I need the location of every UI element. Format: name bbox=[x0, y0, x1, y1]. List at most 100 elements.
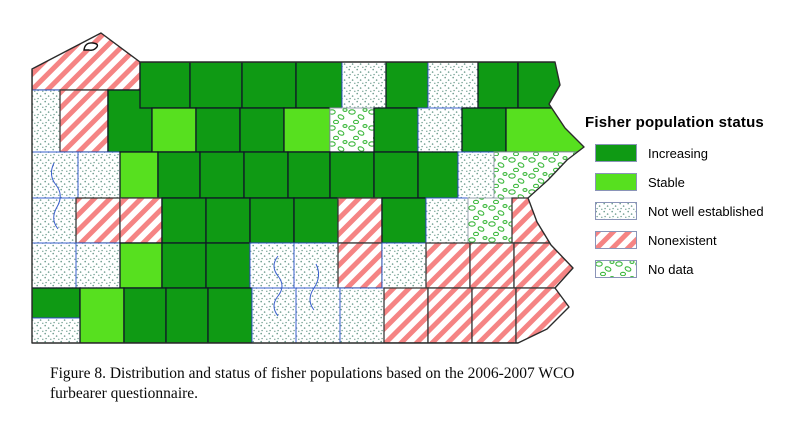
county-I bbox=[517, 61, 584, 109]
legend-item: Increasing bbox=[595, 144, 795, 162]
county-I bbox=[249, 197, 295, 244]
county-X bbox=[427, 287, 473, 343]
county-I bbox=[239, 107, 285, 153]
county-I bbox=[161, 242, 207, 289]
county-N bbox=[427, 61, 479, 109]
county-N bbox=[457, 151, 495, 199]
county-X bbox=[471, 287, 517, 343]
legend: Fisher population status Increasing Stabl… bbox=[585, 114, 795, 278]
county-N bbox=[381, 242, 427, 289]
county-N bbox=[249, 242, 295, 289]
presque-isle-hook bbox=[83, 42, 99, 51]
county-S bbox=[79, 287, 125, 343]
river-line bbox=[50, 162, 61, 230]
county-I bbox=[385, 61, 429, 109]
legend-swatch-I bbox=[595, 144, 637, 162]
legend-swatch-fill bbox=[595, 260, 637, 278]
river-line bbox=[273, 255, 283, 317]
legend-item-label: Nonexistent bbox=[648, 232, 717, 248]
county-I bbox=[293, 197, 339, 244]
county-S bbox=[151, 107, 197, 153]
legend-title: Fisher population status bbox=[585, 114, 764, 131]
county-N bbox=[32, 151, 79, 199]
pennsylvania-county-status-map bbox=[31, 32, 585, 344]
county-I bbox=[373, 107, 419, 153]
county-I bbox=[241, 61, 297, 109]
county-N bbox=[417, 107, 463, 153]
county-N bbox=[32, 242, 77, 289]
legend-swatch-D bbox=[595, 260, 637, 278]
county-I bbox=[157, 151, 201, 199]
river-line bbox=[309, 263, 320, 311]
county-N bbox=[251, 287, 297, 343]
county-I bbox=[139, 61, 191, 109]
county-S bbox=[505, 107, 584, 153]
county-I bbox=[189, 61, 243, 109]
county-I bbox=[243, 151, 289, 199]
county-D bbox=[329, 107, 375, 153]
county-N bbox=[77, 151, 121, 199]
legend-swatch-fill bbox=[595, 231, 637, 249]
river-lines bbox=[50, 162, 320, 317]
county-X bbox=[119, 197, 163, 244]
county-D bbox=[493, 151, 584, 199]
county-N bbox=[293, 242, 339, 289]
county-N bbox=[32, 89, 61, 153]
county-I bbox=[205, 197, 251, 244]
legend-item-label: Increasing bbox=[648, 145, 708, 161]
county-I bbox=[295, 61, 343, 109]
legend-swatch-fill bbox=[595, 173, 637, 191]
legend-item: No data bbox=[595, 260, 795, 278]
county-I bbox=[207, 287, 253, 343]
county-X bbox=[32, 33, 141, 91]
legend-item-label: Stable bbox=[648, 174, 685, 190]
county-I bbox=[195, 107, 241, 153]
legend-item: Not well established bbox=[595, 202, 795, 220]
county-S bbox=[283, 107, 331, 153]
legend-item: Stable bbox=[595, 173, 795, 191]
legend-item-label: No data bbox=[648, 261, 694, 277]
county-N bbox=[75, 242, 121, 289]
legend-item: Nonexistent bbox=[595, 231, 795, 249]
county-D bbox=[467, 197, 513, 244]
county-I bbox=[477, 61, 519, 109]
county-X bbox=[59, 89, 109, 153]
county-S bbox=[119, 151, 159, 199]
county-X bbox=[337, 242, 383, 289]
county-layer bbox=[32, 33, 584, 343]
county-N bbox=[295, 287, 341, 343]
county-X bbox=[425, 242, 471, 289]
county-I bbox=[32, 287, 81, 319]
county-I bbox=[205, 242, 251, 289]
county-X bbox=[383, 287, 429, 343]
county-N bbox=[32, 317, 81, 343]
state-border bbox=[31, 32, 585, 344]
county-I bbox=[381, 197, 427, 244]
legend-swatch-N bbox=[595, 202, 637, 220]
map-container bbox=[28, 28, 593, 350]
legend-swatch-fill bbox=[595, 144, 637, 162]
legend-item-label: Not well established bbox=[648, 203, 764, 219]
county-X bbox=[337, 197, 383, 244]
county-X bbox=[469, 242, 515, 289]
legend-swatch-S bbox=[595, 173, 637, 191]
legend-items: Increasing Stable Not well established None… bbox=[585, 144, 795, 278]
county-I bbox=[373, 151, 419, 199]
legend-swatch-X bbox=[595, 231, 637, 249]
figure-caption: Figure 8. Distribution and status of fis… bbox=[50, 365, 575, 403]
county-X bbox=[513, 242, 584, 289]
county-X bbox=[75, 197, 121, 244]
county-X bbox=[515, 287, 584, 343]
county-S bbox=[119, 242, 163, 289]
county-N bbox=[425, 197, 469, 244]
county-N bbox=[339, 287, 385, 343]
county-I bbox=[199, 151, 245, 199]
county-I bbox=[417, 151, 459, 199]
county-I bbox=[161, 197, 207, 244]
county-X bbox=[511, 197, 584, 244]
county-I bbox=[123, 287, 167, 343]
county-N bbox=[341, 61, 387, 109]
county-I bbox=[287, 151, 331, 199]
county-I bbox=[461, 107, 507, 153]
